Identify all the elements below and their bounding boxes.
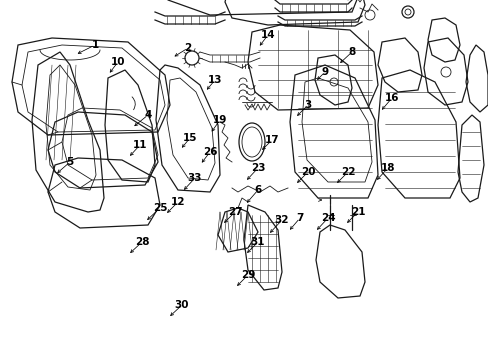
Text: 28: 28 [135,237,149,247]
Text: 15: 15 [183,133,197,143]
Text: 9: 9 [321,67,328,77]
Text: 7: 7 [296,213,303,223]
Text: 27: 27 [227,207,242,217]
Text: 31: 31 [250,237,264,247]
Text: 6: 6 [254,185,261,195]
Text: 3: 3 [304,100,311,110]
Text: 24: 24 [320,213,335,223]
Text: 20: 20 [300,167,315,177]
Text: 4: 4 [144,110,151,120]
Text: 10: 10 [110,57,125,67]
Text: 8: 8 [347,47,355,57]
Text: 23: 23 [250,163,264,173]
Text: 19: 19 [212,115,227,125]
Text: 16: 16 [384,93,398,103]
Text: 25: 25 [152,203,167,213]
Text: 11: 11 [132,140,147,150]
Text: 21: 21 [350,207,365,217]
Text: 5: 5 [66,157,74,167]
Text: 30: 30 [174,300,189,310]
Text: 33: 33 [187,173,202,183]
Text: 12: 12 [170,197,185,207]
Text: 1: 1 [91,40,99,50]
Text: 17: 17 [264,135,279,145]
Text: 26: 26 [203,147,217,157]
Text: 32: 32 [274,215,289,225]
Text: 22: 22 [340,167,354,177]
Text: 13: 13 [207,75,222,85]
Text: 14: 14 [260,30,275,40]
Text: 29: 29 [240,270,255,280]
Text: 2: 2 [184,43,191,53]
Text: 18: 18 [380,163,394,173]
